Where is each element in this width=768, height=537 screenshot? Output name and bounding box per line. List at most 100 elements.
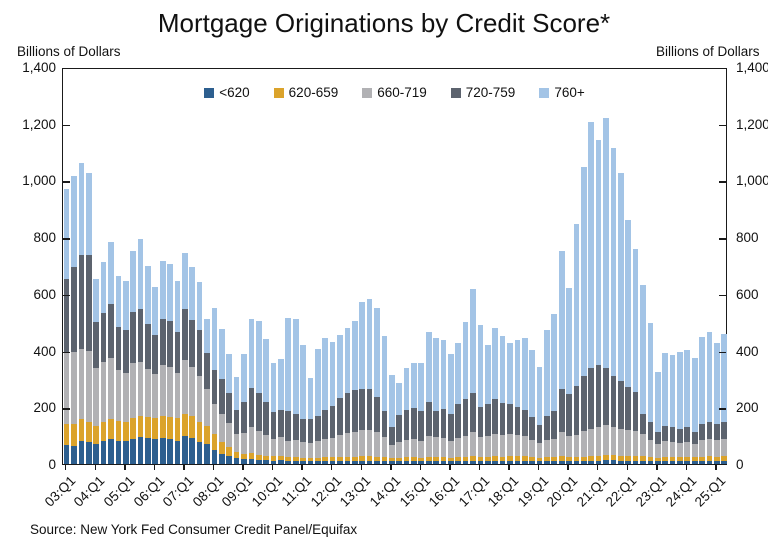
bar-segment-<620 (529, 461, 535, 464)
bar-segment-720-759 (374, 396, 380, 432)
bar-segment-620-659 (307, 457, 314, 462)
y-axis-label-left: 1,400 (22, 60, 56, 75)
bar-segment-760+ (484, 344, 491, 404)
bar-segment-660-719 (93, 368, 100, 426)
legend-swatch-660-719 (362, 87, 373, 98)
bar-segment-620-659 (285, 456, 292, 461)
bar-segment-720-759 (152, 334, 159, 375)
bar-segment-620-659 (551, 457, 558, 462)
bar-segment-660-719 (470, 432, 476, 457)
bar-segment-720-759 (654, 432, 661, 445)
bar-segment-<620 (610, 460, 617, 464)
y-tick-left (63, 294, 70, 297)
y-axis-label-left: 0 (48, 457, 56, 472)
legend-entry-720-759: 720-759 (450, 85, 515, 100)
bar-segment-<620 (573, 461, 580, 464)
bar-segment-720-759 (255, 392, 262, 431)
bar-07:Q3 (196, 282, 203, 464)
bar-19:Q2 (544, 329, 550, 464)
bar-segment-760+ (706, 332, 713, 422)
bar-segment-720-759 (425, 401, 432, 437)
bar-segment-<620 (366, 460, 373, 464)
bar-23:Q1 (654, 372, 661, 464)
y-axis-label-right: 0 (736, 457, 744, 472)
bar-segment-720-759 (145, 323, 151, 370)
legend-entry-620-659: 620-659 (273, 85, 338, 100)
bar-segment-<620 (566, 461, 572, 464)
bar-segment-<620 (433, 461, 439, 464)
x-axis-label: 25:Q1 (691, 473, 729, 510)
bar-06:Q2 (159, 260, 166, 464)
bar-segment-620-659 (669, 457, 676, 462)
bar-segment-660-719 (507, 434, 513, 457)
bar-10:Q2 (278, 359, 284, 464)
bar-segment-720-759 (610, 375, 617, 427)
bar-segment-720-759 (684, 427, 691, 443)
bar-segment-660-719 (617, 428, 624, 456)
bar-segment-<620 (315, 461, 321, 464)
bar-segment-620-659 (403, 457, 410, 462)
y-tick-right (719, 408, 726, 410)
bar-segment-760+ (278, 359, 284, 410)
x-axis-label: 15:Q1 (396, 473, 433, 510)
bar-segment-720-759 (359, 388, 366, 430)
x-tick (64, 465, 67, 470)
bar-segment-760+ (499, 335, 506, 404)
bar-06:Q1 (152, 287, 159, 464)
bar-13:Q3 (374, 308, 380, 464)
bar-segment-720-759 (581, 376, 587, 432)
bar-segment-<620 (78, 440, 85, 464)
bar-segment-<620 (388, 461, 395, 464)
bar-06:Q3 (167, 264, 173, 464)
bar-08:Q4 (233, 377, 240, 464)
bar-segment-760+ (514, 340, 521, 408)
bar-04:Q4 (115, 276, 122, 464)
bar-segment-620-659 (159, 416, 166, 439)
bar-segment-620-659 (448, 457, 454, 462)
bar-segment-720-759 (388, 427, 395, 446)
bar-segment-<620 (617, 460, 624, 464)
bar-segment-660-719 (359, 430, 366, 457)
bar-segment-720-759 (418, 411, 425, 441)
bar-segment-<620 (411, 461, 417, 464)
bar-segment-620-659 (536, 458, 543, 462)
bar-segment-760+ (85, 172, 92, 256)
bar-04:Q2 (100, 261, 107, 464)
bar-segment-620-659 (610, 455, 617, 461)
bar-segment-660-719 (351, 431, 358, 457)
bar-03:Q1 (63, 189, 70, 464)
bar-segment-620-659 (484, 456, 491, 462)
bar-segment-720-759 (344, 392, 351, 434)
bar-segment-660-719 (204, 388, 210, 426)
bar-segment-<620 (159, 438, 166, 464)
bar-05:Q2 (130, 250, 136, 464)
bar-segment-720-759 (270, 411, 277, 439)
bar-segment-760+ (721, 334, 728, 422)
x-tick (153, 465, 156, 470)
bar-08:Q3 (226, 354, 233, 464)
x-axis-label: 08:Q1 (189, 473, 227, 510)
bar-segment-<620 (122, 440, 129, 464)
bar-segment-<620 (699, 460, 705, 464)
y-tick-left (63, 124, 70, 127)
bar-11:Q4 (322, 337, 329, 464)
y-tick-right (719, 294, 726, 297)
bar-19:Q3 (551, 314, 558, 464)
bar-segment-620-659 (248, 452, 255, 459)
bar-segment-760+ (677, 352, 683, 430)
bar-segment-660-719 (226, 423, 233, 448)
x-tick (330, 465, 333, 470)
bar-segment-720-759 (595, 365, 602, 428)
bar-segment-660-719 (647, 439, 654, 457)
bar-segment-<620 (204, 443, 210, 464)
bar-segment-620-659 (625, 455, 632, 461)
bar-segment-660-719 (714, 440, 720, 457)
bar-segment-<620 (63, 444, 70, 464)
bar-segment-760+ (669, 354, 676, 428)
bar-segment-660-719 (684, 442, 691, 458)
bar-segment-660-719 (174, 373, 181, 419)
bar-segment-<620 (300, 461, 306, 464)
bar-segment-620-659 (529, 457, 535, 462)
bar-segment-<620 (85, 442, 92, 464)
bar-segment-760+ (470, 289, 476, 394)
